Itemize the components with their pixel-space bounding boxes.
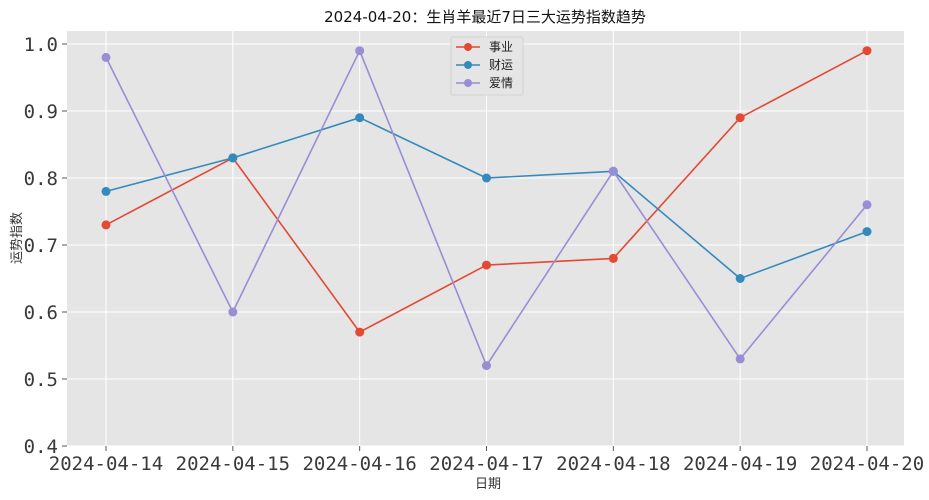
x-tick-label: 2024-04-14 — [49, 453, 163, 475]
data-point — [862, 227, 872, 237]
data-point — [482, 361, 491, 371]
x-tick-label: 2024-04-15 — [176, 453, 290, 475]
x-axis-label: 日期 — [475, 477, 501, 492]
data-point — [101, 186, 111, 196]
y-tick-label: 0.4 — [24, 436, 58, 458]
y-tick-label: 0.8 — [24, 168, 58, 190]
data-point — [228, 307, 238, 317]
legend-swatch-marker — [464, 79, 472, 87]
y-tick-label: 0.6 — [24, 302, 58, 324]
data-point — [862, 200, 872, 210]
data-point — [482, 173, 491, 183]
data-point — [735, 354, 745, 364]
data-point — [228, 153, 238, 163]
data-point — [608, 166, 618, 176]
x-tick-label: 2024-04-17 — [429, 453, 543, 475]
legend-label: 事业 — [489, 40, 513, 54]
y-tick-labels: 0.4 0.5 0.6 0.7 0.8 0.9 1.0 — [24, 34, 58, 458]
chart-title: 2024-04-20：生肖羊最近7日三大运势指数趋势 — [324, 8, 646, 26]
data-point — [355, 46, 365, 56]
data-point — [608, 253, 618, 263]
grid — [62, 31, 904, 451]
y-tick-label: 0.5 — [24, 369, 58, 391]
legend-swatch-marker — [464, 43, 472, 51]
legend-swatch-marker — [464, 61, 472, 69]
data-point — [735, 113, 745, 123]
data-point — [355, 113, 365, 123]
y-axis-label: 运势指数 — [9, 212, 25, 264]
data-point — [862, 46, 872, 56]
y-tick-label: 1.0 — [24, 34, 58, 56]
data-point — [101, 220, 111, 230]
data-point — [482, 260, 491, 270]
data-point — [355, 327, 365, 337]
y-tick-label: 0.7 — [24, 235, 58, 257]
data-point — [101, 52, 111, 62]
x-tick-label: 2024-04-18 — [556, 453, 670, 475]
y-tick-label: 0.9 — [24, 101, 58, 123]
x-tick-label: 2024-04-20 — [810, 453, 924, 475]
x-tick-labels: 2024-04-14 2024-04-15 2024-04-16 2024-04-17… — [49, 453, 924, 475]
plot-background — [67, 31, 904, 446]
data-point — [735, 274, 745, 283]
legend-label: 爱情 — [489, 76, 513, 90]
legend-label: 财运 — [489, 58, 513, 72]
x-tick-label: 2024-04-16 — [302, 453, 416, 475]
series-layer — [101, 46, 872, 371]
x-tick-label: 2024-04-19 — [683, 453, 797, 475]
